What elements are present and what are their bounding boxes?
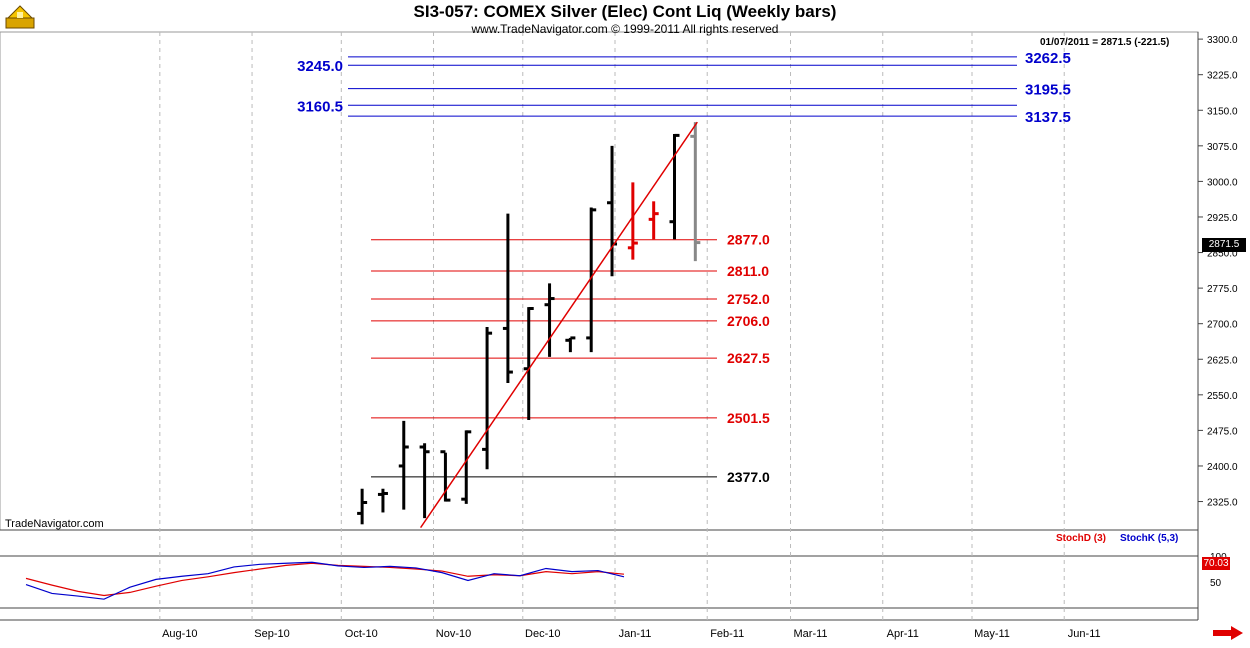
x-tick-label: May-11 [974,628,1010,640]
trendline [419,121,698,529]
chart-title: SI3-057: COMEX Silver (Elec) Cont Liq (W… [413,2,837,21]
stoch-k-line [25,561,625,600]
x-tick-label: Sep-10 [254,628,289,640]
support-label: 2752.0 [727,291,770,307]
support-label: 2877.0 [727,232,770,248]
x-tick-label: Dec-10 [525,628,560,640]
stoch-k-label: StochK (5,3) [1120,533,1179,544]
y-tick-label: 3300.0 [1207,35,1238,46]
x-tick-label: Nov-10 [436,628,471,640]
x-tick-label: Jun-11 [1068,628,1101,640]
last-price-marker: 2871.5 [1202,238,1246,252]
copyright-text: www.TradeNavigator.com © 1999-2011 All r… [471,22,779,36]
resistance-label-right: 3262.5 [1025,50,1071,67]
x-tick-label: Aug-10 [162,628,197,640]
y-tick-label: 2700.0 [1207,320,1238,331]
stoch-d-line [25,562,625,597]
date-price-info: 01/07/2011 = 2871.5 (-221.5) [1040,37,1170,48]
y-tick-label: 2400.0 [1207,462,1238,473]
support-label: 2811.0 [727,263,769,279]
brand-label: TradeNavigator.com [5,518,104,530]
y-tick-label: 3000.0 [1207,177,1238,188]
scroll-right-arrow-icon[interactable] [1213,626,1243,640]
resistance-label-left: 3245.0 [297,58,343,75]
resistance-label-right: 3195.5 [1025,82,1071,99]
support-label: 2706.0 [727,313,770,329]
x-tick-label: Oct-10 [345,628,378,640]
y-tick-label: 2775.0 [1207,284,1238,295]
x-tick-label: Jan-11 [619,628,652,640]
y-tick-label: 2325.0 [1207,498,1238,509]
y-tick-label: 2475.0 [1207,426,1238,437]
x-tick-label: Apr-11 [887,628,919,640]
y-tick-label: 2550.0 [1207,391,1238,402]
resistance-label-right: 3137.5 [1025,109,1071,126]
price-panel-frame [0,31,1199,531]
y-tick-label: 3150.0 [1207,106,1238,117]
stoch-d-label: StochD (3) [1056,533,1106,544]
stoch-tick-label: 50 [1210,578,1222,589]
y-tick-label: 2925.0 [1207,213,1238,224]
x-tick-label: Mar-11 [794,628,828,640]
support-label: 2627.5 [727,350,770,366]
support-label: 2377.0 [727,469,770,485]
y-tick-label: 2850.0 [1207,249,1238,260]
y-tick-label: 3075.0 [1207,142,1238,153]
x-tick-label: Feb-11 [710,628,744,640]
y-tick-label: 2625.0 [1207,355,1238,366]
stoch-value-marker: 70.03 [1202,557,1230,570]
trade-navigator-logo-icon [5,5,35,29]
resistance-label-left: 3160.5 [297,98,343,115]
y-tick-label: 3225.0 [1207,71,1238,82]
support-label: 2501.5 [727,410,770,426]
